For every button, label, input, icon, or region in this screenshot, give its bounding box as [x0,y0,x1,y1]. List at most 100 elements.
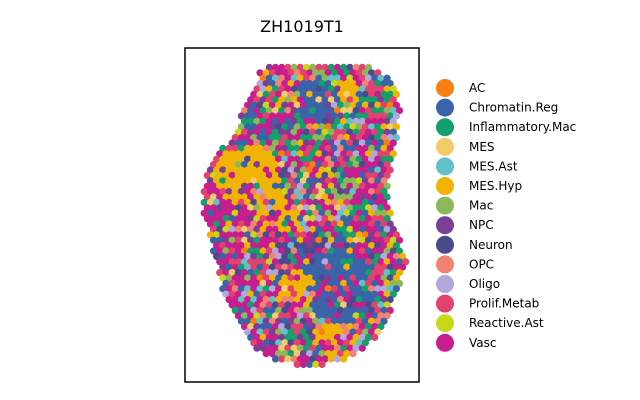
spot-point [262,274,270,282]
spot-point [309,215,317,223]
spot-point [237,177,245,185]
spot-point [371,333,379,341]
spot-point [222,290,230,298]
spot-point [268,317,276,325]
spot-point [321,312,329,320]
spot-point [259,150,267,158]
spot-point [209,193,218,201]
spot-point [315,333,323,341]
spot-point [268,339,276,347]
spot-point [386,90,394,98]
spot-point [237,112,245,120]
spot-point [265,139,273,147]
spot-point [346,258,354,266]
spot-point [333,182,342,190]
spot-point [349,166,357,174]
spot-point [281,101,289,109]
spot-point [271,139,280,147]
spot-point [364,117,373,125]
spot-point [275,101,283,109]
spot-point [231,252,239,260]
spot-point [228,150,236,158]
spot-point [312,274,320,282]
spot-point [309,96,317,104]
spot-point [346,193,354,201]
spot-point [296,323,304,331]
spot-point [237,166,245,174]
spot-point [358,225,366,233]
spot-point [361,220,369,228]
spot-point [244,177,252,185]
spot-point [299,166,307,174]
spot-point [293,123,301,131]
spot-point [324,220,332,228]
spot-point [333,312,342,320]
spot-point [324,252,332,260]
spot-point [284,323,292,331]
spot-point [309,225,317,233]
spot-point [386,274,394,282]
spot-point [312,317,320,325]
spot-point [275,242,283,250]
spot-point [340,247,348,255]
spot-point [364,269,373,277]
spot-point [296,171,304,179]
spot-point [309,150,317,158]
spot-point [343,328,351,336]
spot-point [312,112,320,120]
spot-point [268,101,276,109]
spot-point [293,317,301,325]
spot-point [240,161,249,169]
spot-point [324,177,332,185]
spot-point [318,69,326,77]
spot-point [361,263,369,271]
spot-point [352,204,360,212]
spot-point [352,63,360,71]
spot-point [321,85,329,93]
spot-point [327,355,335,363]
spot-point [244,220,252,228]
spot-point [383,128,391,136]
chart-title: ZH1019T1 [260,17,344,36]
spot-point [209,215,218,223]
legend-marker-mes-ast [436,157,454,176]
spot-point [340,117,348,125]
spot-point [262,69,270,77]
spot-point [250,123,258,131]
spot-point [368,328,376,336]
spot-point [219,209,227,217]
spot-point [275,231,283,239]
spot-point [240,171,249,179]
spot-point [287,166,295,174]
spot-point [386,306,394,314]
spot-point [290,301,298,309]
spot-point [312,155,320,163]
spot-point [337,90,345,98]
spot-point [318,144,326,152]
spot-point [278,333,286,341]
spot-point [244,144,252,152]
spot-point [219,220,227,228]
spot-point [225,198,233,206]
spot-point [247,128,255,136]
spot-point [343,155,351,163]
spot-point [337,339,345,347]
spot-point [315,301,323,309]
spot-point [240,215,249,223]
spot-point [327,247,335,255]
spot-point [231,263,239,271]
spot-point [315,290,323,298]
spot-point [312,166,320,174]
spot-point [247,107,255,115]
spot-point [349,242,357,250]
spot-point [368,101,376,109]
spot-point [222,225,230,233]
spot-point [309,333,317,341]
spot-point [281,317,289,325]
spot-point [284,96,292,104]
spot-point [296,215,304,223]
spot-point [281,231,289,239]
spot-point [268,177,276,185]
spot-point [262,350,270,358]
spot-point [265,117,273,125]
